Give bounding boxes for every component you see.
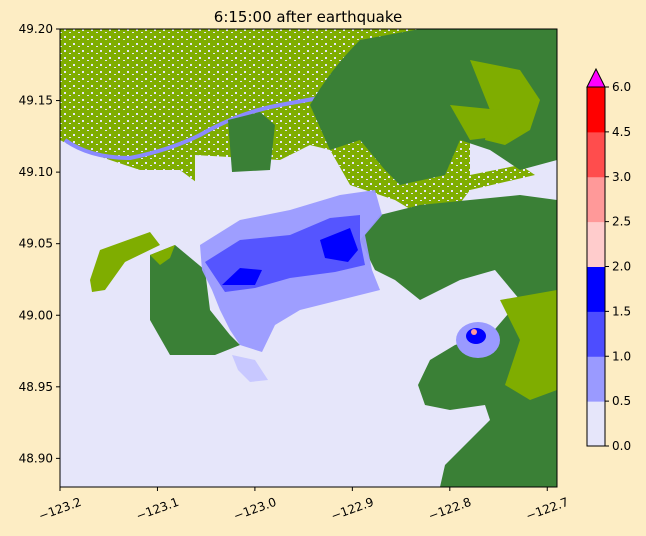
inundation-deep	[320, 228, 358, 262]
colorbar-tick-label: 3.0	[612, 170, 631, 184]
y-tick-label: 49.20	[19, 22, 53, 36]
x-tick-label: −122.9	[329, 495, 376, 523]
y-tick-label: 49.00	[19, 308, 53, 322]
colorbar-band	[587, 176, 605, 223]
plot-title: 6:15:00 after earthquake	[214, 8, 402, 26]
x-tick-label: −123.2	[37, 495, 84, 523]
lowland-southeast	[500, 290, 557, 400]
map-frame	[59, 28, 558, 488]
colorbar-band	[587, 266, 605, 312]
x-axis: −123.2 −123.1 −123.0 −122.9 −122.8 −122.7	[37, 487, 571, 523]
y-tick-label: 49.05	[19, 237, 53, 251]
colorbar-tick-label: 1.5	[612, 304, 631, 318]
spit	[90, 232, 160, 292]
colorbar-band	[587, 401, 605, 447]
point-roberts-fringe	[150, 245, 175, 265]
colorbar-band	[587, 221, 605, 267]
x-tick-label: −122.7	[524, 495, 571, 523]
colorbar-tick-label: 4.5	[612, 125, 631, 139]
inundation-peak	[471, 329, 477, 335]
x-tick-label: −123.0	[232, 495, 279, 523]
colorbar-tick-label: 1.0	[612, 349, 631, 363]
lowland-water-pocket	[60, 168, 150, 212]
colorbar-tick-label: 2.5	[612, 215, 631, 229]
colorbar-band	[587, 131, 605, 178]
colorbar-tick-label: 2.0	[612, 260, 631, 274]
point-roberts	[150, 245, 240, 355]
colorbar: 0.0 0.5 1.0 1.5 2.0 2.5 3.0 4.5 6.0	[586, 67, 631, 453]
lowland-strip	[450, 105, 510, 140]
y-axis: 48.90 48.95 49.00 49.05 49.10 49.15 49.20	[19, 22, 60, 465]
colorbar-band	[587, 87, 605, 133]
fraser-river	[63, 94, 331, 161]
highland-east	[360, 195, 557, 487]
lowland-valley	[470, 60, 540, 145]
colorbar-tick-label: 0.5	[612, 394, 631, 408]
y-tick-label: 49.10	[19, 165, 53, 179]
inundation-fringe	[232, 355, 268, 382]
colorbar-band	[587, 356, 605, 402]
x-tick-label: −123.1	[134, 495, 181, 523]
inundation-map	[60, 29, 557, 487]
inundation-deep	[222, 268, 262, 285]
colorbar-tick-label: 6.0	[612, 80, 631, 94]
x-tick-label: −122.8	[427, 495, 474, 523]
y-tick-label: 48.90	[19, 451, 53, 465]
y-tick-label: 48.95	[19, 380, 53, 394]
colorbar-band	[587, 311, 605, 357]
colorbar-tick-label: 0.0	[612, 439, 631, 453]
colorbar-extend-arrow	[586, 67, 606, 88]
upland-patch	[228, 112, 275, 172]
y-tick-label: 49.15	[19, 94, 53, 108]
